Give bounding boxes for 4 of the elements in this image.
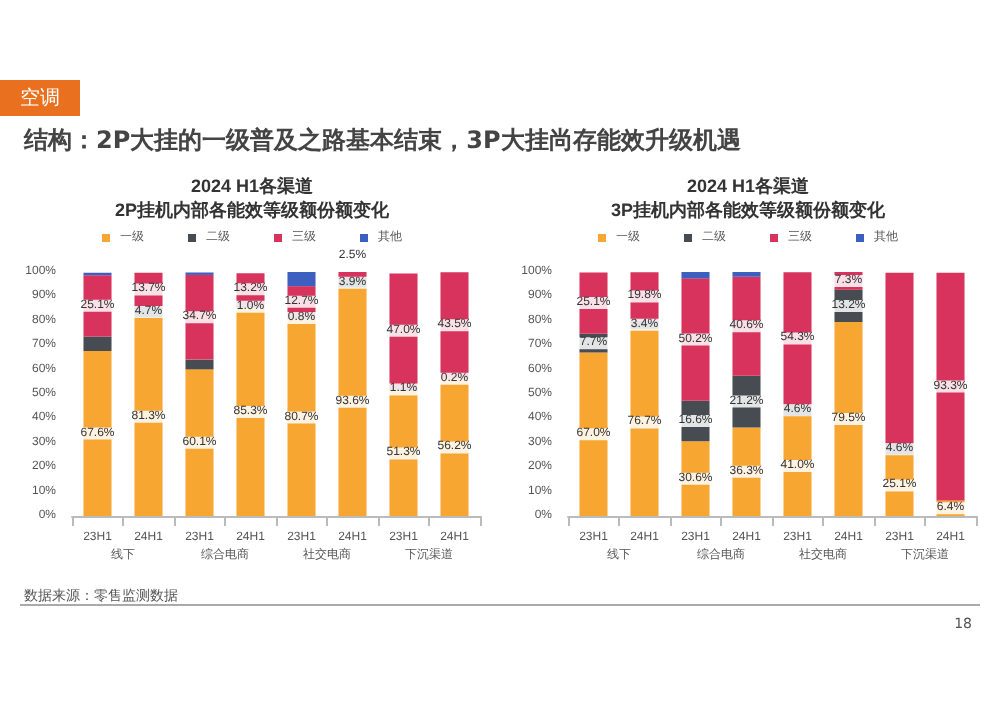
chart-title: 2024 H1各渠道 3P挂机内部各能效等级额份额变化 <box>610 176 887 220</box>
chart-title: 2024 H1各渠道 2P挂机内部各能效等级额份额变化 <box>114 176 391 220</box>
text: 结构：2P大挂的一级普及之路基本结束，3P大挂尚存能效升级机遇 <box>24 124 741 158</box>
text: 空调 <box>0 80 80 116</box>
